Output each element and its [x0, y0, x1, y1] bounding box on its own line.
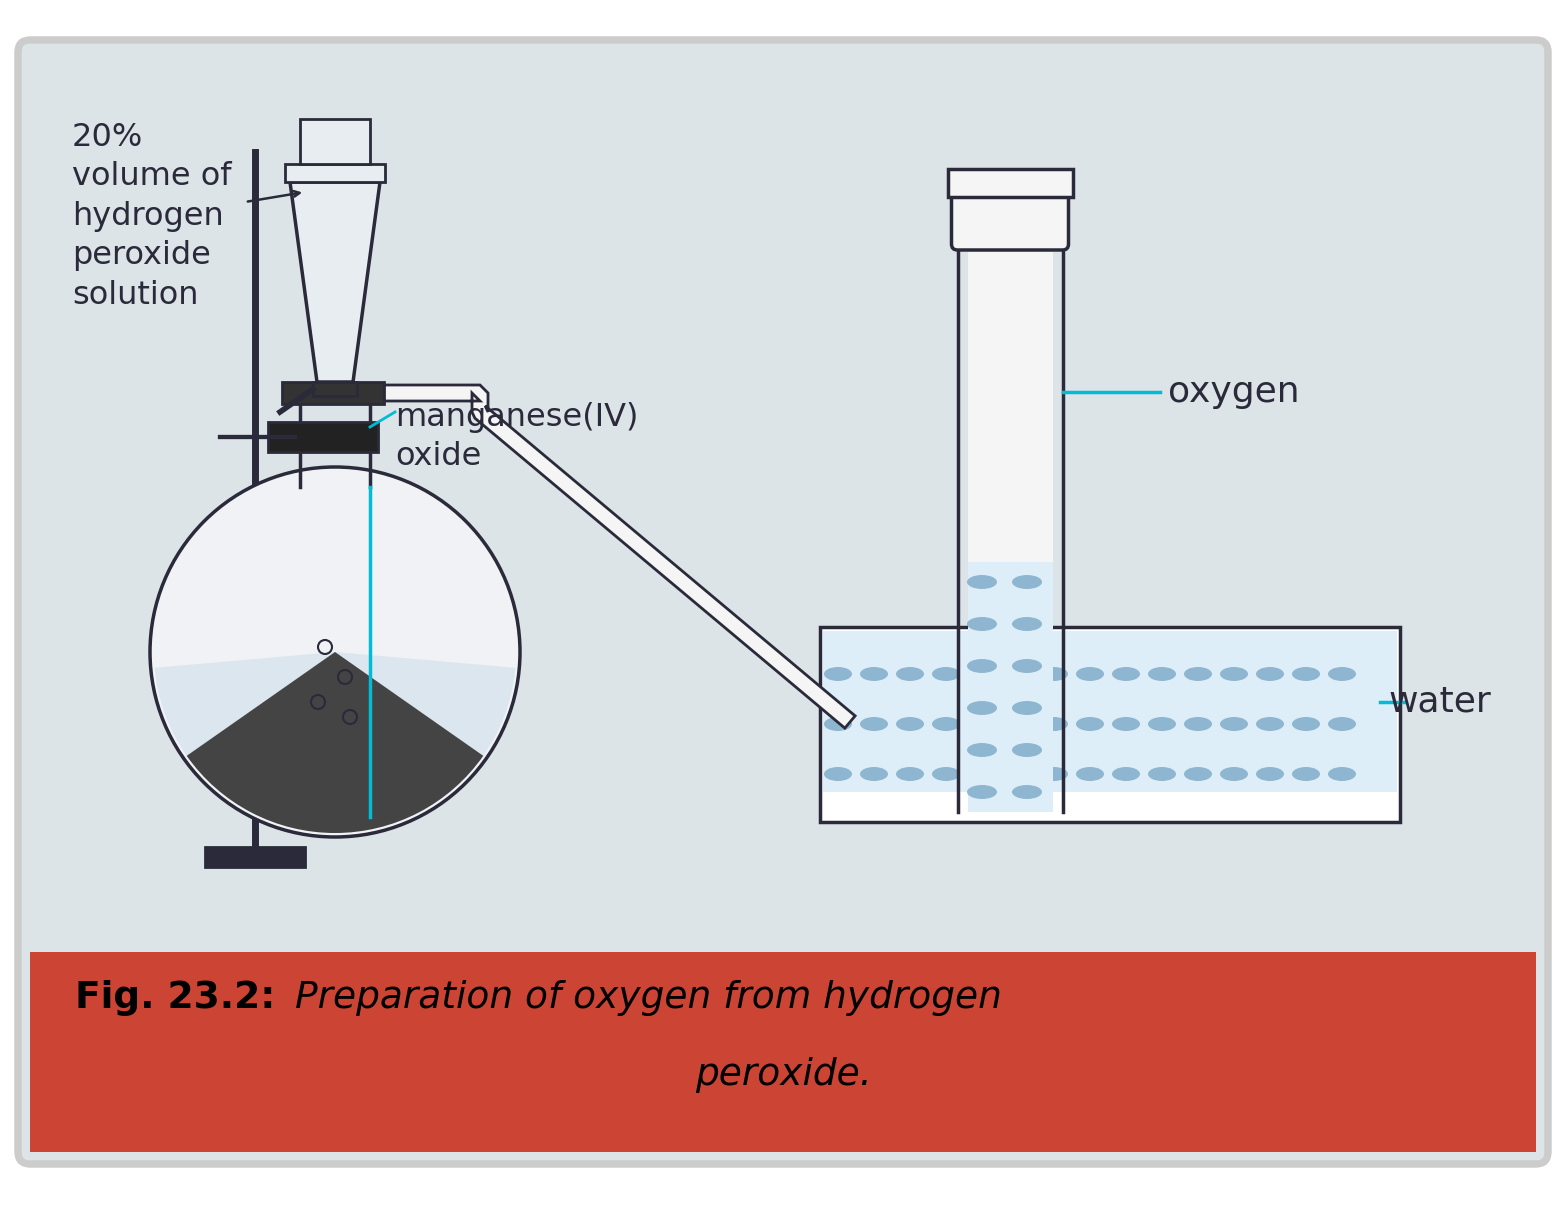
Ellipse shape: [1112, 767, 1140, 781]
Ellipse shape: [1184, 767, 1212, 781]
Ellipse shape: [896, 718, 924, 731]
Bar: [968, 252, 1052, 562]
Ellipse shape: [966, 701, 998, 715]
Ellipse shape: [966, 574, 998, 589]
Ellipse shape: [1220, 718, 1248, 731]
Wedge shape: [186, 652, 484, 833]
Bar: [947, 168, 1073, 198]
Polygon shape: [290, 182, 381, 382]
Ellipse shape: [1012, 743, 1041, 758]
Ellipse shape: [1184, 667, 1212, 681]
Bar: [285, 164, 385, 182]
Ellipse shape: [1256, 767, 1284, 781]
Ellipse shape: [968, 718, 996, 731]
Ellipse shape: [824, 667, 852, 681]
Ellipse shape: [860, 667, 888, 681]
Ellipse shape: [860, 767, 888, 781]
Ellipse shape: [1256, 718, 1284, 731]
Bar: [30, 951, 1536, 1151]
Ellipse shape: [1328, 718, 1356, 731]
Ellipse shape: [860, 718, 888, 731]
Ellipse shape: [1112, 718, 1140, 731]
Text: manganese(IV)
oxide: manganese(IV) oxide: [395, 402, 639, 473]
Ellipse shape: [966, 785, 998, 799]
Ellipse shape: [1012, 617, 1041, 631]
Ellipse shape: [1076, 667, 1104, 681]
Bar: [821, 627, 1400, 822]
Text: Preparation of oxygen from hydrogen: Preparation of oxygen from hydrogen: [294, 981, 1002, 1016]
Ellipse shape: [1148, 718, 1176, 731]
Ellipse shape: [1012, 574, 1041, 589]
Ellipse shape: [1292, 767, 1320, 781]
Ellipse shape: [1004, 718, 1032, 731]
Bar: [313, 382, 357, 396]
Text: water: water: [1387, 685, 1491, 719]
Bar: [268, 422, 377, 452]
Circle shape: [150, 467, 520, 837]
Bar: [968, 562, 1052, 812]
Ellipse shape: [1040, 767, 1068, 781]
Ellipse shape: [1040, 718, 1068, 731]
Ellipse shape: [1292, 718, 1320, 731]
Ellipse shape: [1148, 767, 1176, 781]
Ellipse shape: [1040, 667, 1068, 681]
Ellipse shape: [1220, 767, 1248, 781]
Ellipse shape: [1004, 667, 1032, 681]
Ellipse shape: [968, 767, 996, 781]
Bar: [301, 119, 370, 164]
Ellipse shape: [932, 718, 960, 731]
Ellipse shape: [1184, 718, 1212, 731]
Ellipse shape: [1004, 767, 1032, 781]
Ellipse shape: [1148, 667, 1176, 681]
Polygon shape: [370, 385, 855, 728]
Text: peroxide.: peroxide.: [695, 1057, 871, 1093]
Text: Fig. 23.2:: Fig. 23.2:: [75, 981, 276, 1016]
Ellipse shape: [1220, 667, 1248, 681]
Ellipse shape: [1076, 767, 1104, 781]
Ellipse shape: [1012, 785, 1041, 799]
Ellipse shape: [966, 659, 998, 673]
Bar: [205, 847, 305, 867]
Ellipse shape: [968, 667, 996, 681]
Ellipse shape: [932, 767, 960, 781]
Ellipse shape: [1012, 701, 1041, 715]
Ellipse shape: [824, 767, 852, 781]
Ellipse shape: [896, 667, 924, 681]
Ellipse shape: [824, 718, 852, 731]
Ellipse shape: [1328, 667, 1356, 681]
FancyBboxPatch shape: [17, 40, 1549, 1164]
Ellipse shape: [966, 617, 998, 631]
Ellipse shape: [1012, 659, 1041, 673]
FancyBboxPatch shape: [952, 188, 1068, 250]
Ellipse shape: [1328, 767, 1356, 781]
Ellipse shape: [966, 743, 998, 758]
Ellipse shape: [896, 767, 924, 781]
Ellipse shape: [1256, 667, 1284, 681]
Text: oxygen: oxygen: [1168, 375, 1300, 408]
Ellipse shape: [1112, 667, 1140, 681]
Ellipse shape: [1292, 667, 1320, 681]
Wedge shape: [155, 652, 515, 833]
Text: 20%
volume of
hydrogen
peroxide
solution: 20% volume of hydrogen peroxide solution: [72, 122, 232, 310]
Ellipse shape: [932, 667, 960, 681]
Bar: [824, 631, 1397, 791]
Bar: [282, 382, 384, 404]
Ellipse shape: [1076, 718, 1104, 731]
